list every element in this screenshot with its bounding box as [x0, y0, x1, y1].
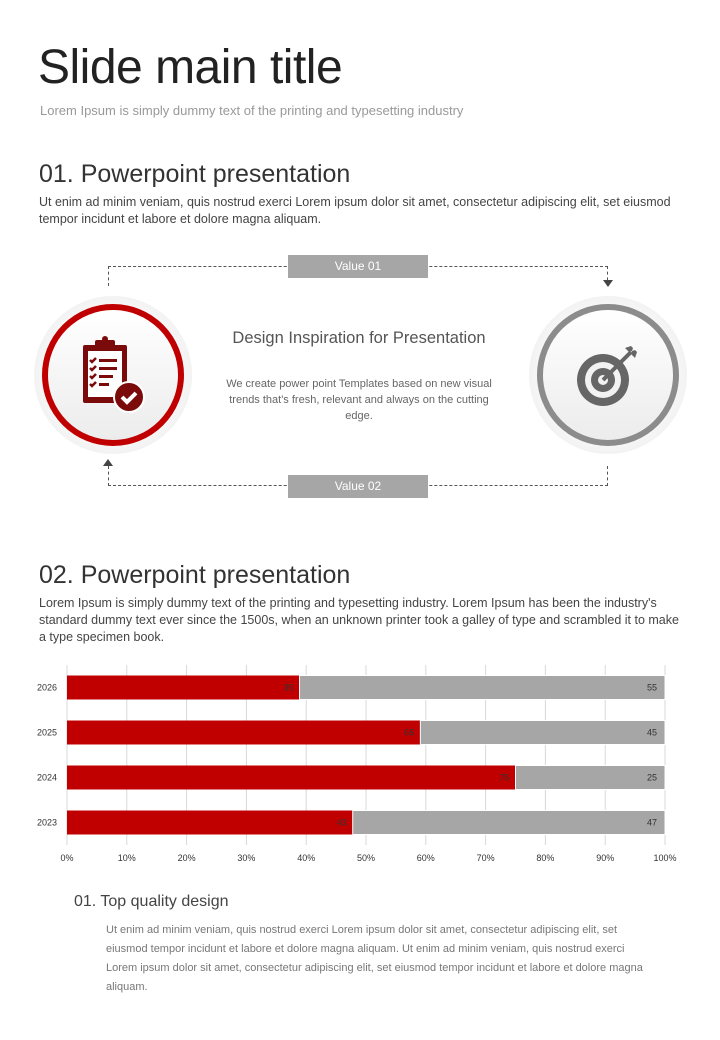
x-tick-label: 100%: [653, 853, 676, 863]
left-circle: [34, 296, 192, 454]
x-tick-label: 30%: [237, 853, 255, 863]
arrow-up-icon: [103, 459, 113, 466]
target-arrow-icon: [577, 346, 637, 406]
data-label: 47: [647, 818, 657, 828]
section2-text: Lorem Ipsum is simply dummy text of the …: [39, 596, 679, 644]
bar-series1: [67, 810, 353, 835]
section1-text: Ut enim ad minim veniam, quis nostrud ex…: [39, 195, 671, 226]
clipboard-check-icon: [83, 336, 145, 413]
x-tick-label: 50%: [357, 853, 375, 863]
section1-heading: 01. Powerpoint presentation: [39, 160, 351, 188]
right-circle: [529, 296, 687, 454]
bar-series2: [352, 810, 666, 835]
x-tick-label: 90%: [596, 853, 614, 863]
x-tick-label: 70%: [477, 853, 495, 863]
bar-series2: [419, 720, 666, 745]
bar-series1: [67, 720, 421, 745]
stacked-bar-chart: 0% 10% 20% 30% 40% 50% 60% 70% 80% 90% 100% 2026 35 5…: [37, 665, 677, 863]
y-category-label: 2025: [37, 728, 57, 738]
x-tick-label: 10%: [118, 853, 136, 863]
section3-heading: 01. Top quality design: [74, 893, 229, 910]
x-tick-label: 0%: [60, 853, 73, 863]
y-category-label: 2026: [37, 683, 57, 693]
diagram-center-text: We create power point Templates based on…: [226, 378, 492, 422]
bar-series2: [515, 765, 666, 790]
data-label: 43: [337, 818, 347, 828]
bar-series1: [67, 675, 300, 700]
data-label: 55: [647, 683, 657, 693]
data-label: 65: [404, 728, 414, 738]
data-label: 75: [499, 773, 509, 783]
value-01-label: Value 01: [288, 255, 428, 278]
y-category-label: 2023: [37, 818, 57, 828]
bar-series1: [67, 765, 516, 790]
x-tick-label: 20%: [178, 853, 196, 863]
section3-text: Ut enim ad minim veniam, quis nostrud ex…: [106, 924, 643, 993]
diagram-center-title: Design Inspiration for Presentation: [232, 329, 486, 347]
arrow-down-icon: [603, 280, 613, 287]
data-label: 35: [284, 683, 294, 693]
y-category-label: 2024: [37, 773, 57, 783]
data-label: 25: [647, 773, 657, 783]
x-tick-label: 40%: [297, 853, 315, 863]
bar-series2: [299, 675, 666, 700]
slide-title: Slide main title: [38, 41, 343, 94]
value-02-label: Value 02: [288, 475, 428, 498]
data-label: 45: [647, 728, 657, 738]
x-tick-label: 60%: [417, 853, 435, 863]
section2-heading: 02. Powerpoint presentation: [39, 561, 351, 589]
x-tick-label: 80%: [536, 853, 554, 863]
slide-subtitle: Lorem Ipsum is simply dummy text of the …: [40, 103, 464, 118]
